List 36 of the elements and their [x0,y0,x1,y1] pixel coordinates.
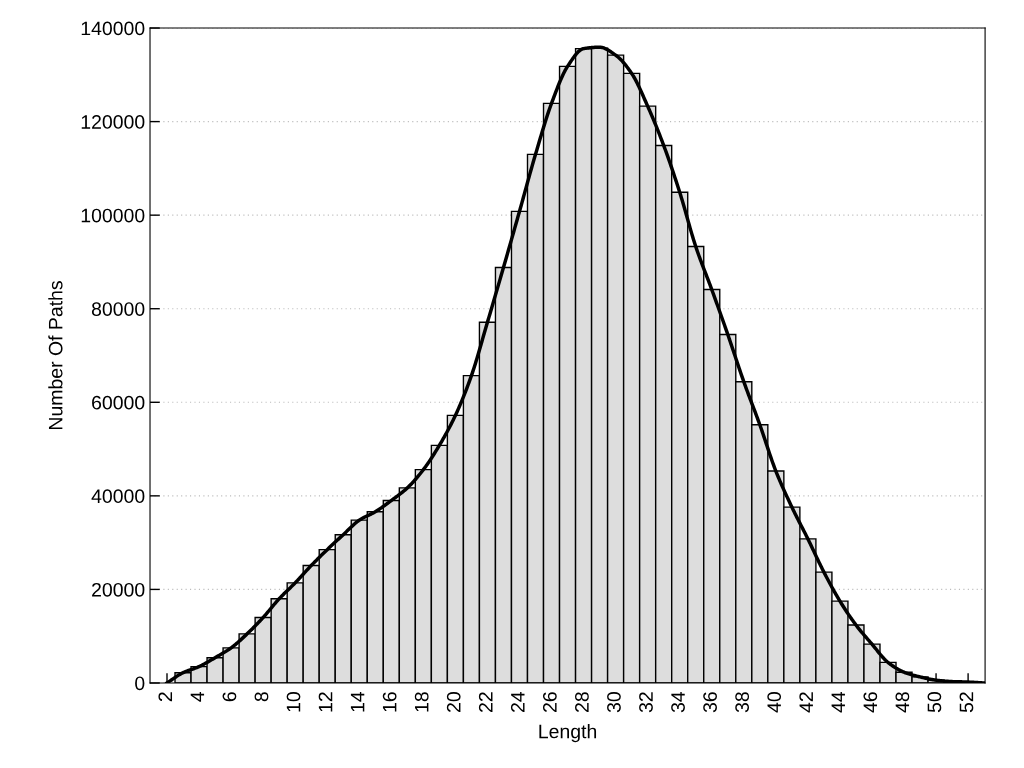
x-tick-label: 42 [799,692,813,713]
x-tick-label: 6 [222,692,237,702]
x-tick-label: 26 [542,692,557,712]
x-tick-label: 38 [735,692,750,713]
y-tick-label: 0 [135,676,145,691]
x-tick-label: 52 [959,692,974,713]
x-tick-label: 22 [478,692,493,712]
x-tick-label: 24 [510,691,525,712]
y-tick-label: 40000 [91,489,145,504]
y-tick-label: 20000 [92,582,145,597]
x-tick-label: 12 [318,692,333,712]
x-tick-label: 32 [639,692,653,713]
y-tick-label: 80000 [91,302,145,316]
x-tick-label: 18 [414,692,429,712]
x-tick-label: 28 [575,692,589,712]
x-tick-label: 40 [767,692,782,713]
x-tick-label: 8 [254,692,269,702]
x-tick-label: 34 [671,691,685,713]
x-tick-label: 10 [286,692,301,712]
x-axis-title: Length [539,724,597,743]
y-tick-label: 60000 [92,395,145,410]
x-tick-label: 30 [607,692,621,713]
x-tick-label: 4 [190,691,205,702]
x-tick-label: 16 [382,692,397,712]
x-tick-label: 2 [158,692,173,702]
x-tick-label: 14 [350,691,365,712]
x-tick-label: 48 [895,692,910,713]
x-tick-label: 36 [703,692,717,713]
y-axis-title: Number Of Paths [48,281,63,430]
x-tick-label: 46 [863,692,878,713]
y-tick-label: 140000 [81,21,145,36]
y-tick-label: 100000 [81,208,145,223]
x-tick-label: 50 [927,692,942,713]
y-tick-label: 120000 [81,115,145,129]
x-tick-label: 20 [446,692,461,712]
x-tick-label: 44 [831,691,845,713]
